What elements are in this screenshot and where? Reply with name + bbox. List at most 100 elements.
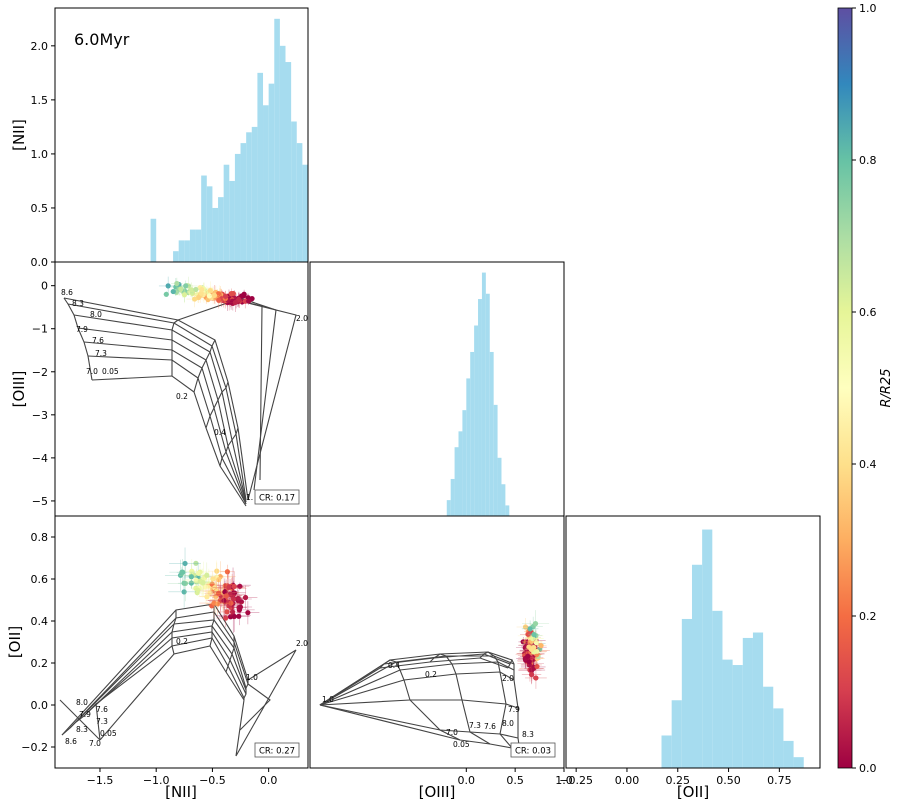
y-tick-label: 0.0 xyxy=(31,699,49,712)
hist-bar xyxy=(201,175,207,262)
grid-label: 8.0 xyxy=(76,698,88,707)
data-point xyxy=(526,644,532,650)
data-point xyxy=(528,671,535,678)
data-point xyxy=(192,296,198,302)
x-tick-label: 0.5 xyxy=(506,774,524,787)
oii-ylabel: [OII] xyxy=(6,626,24,658)
data-point xyxy=(235,595,241,602)
hist-bar xyxy=(251,126,258,262)
grid-label: 1. xyxy=(246,493,253,502)
y-tick-label: 0 xyxy=(41,280,48,293)
hist-bar xyxy=(470,351,475,516)
y-tick-label: −5 xyxy=(32,495,48,508)
data-point xyxy=(163,291,169,297)
colorbar-tick-label: 1.0 xyxy=(859,2,877,15)
hist-bar xyxy=(493,404,498,516)
hist-bar xyxy=(466,378,471,516)
hist-bar xyxy=(462,410,467,516)
data-point xyxy=(236,613,242,619)
data-point xyxy=(181,589,187,595)
data-point xyxy=(538,642,544,649)
data-point xyxy=(199,286,205,293)
data-point xyxy=(214,568,220,574)
grid-label: 0.4 xyxy=(388,661,400,670)
grid-label: 7.3 xyxy=(95,349,107,358)
hist-bar xyxy=(450,478,455,516)
hist-bar xyxy=(223,164,230,262)
hist-bar xyxy=(793,757,804,768)
data-point xyxy=(215,291,222,297)
hist-bar xyxy=(783,740,794,768)
grid-label: 2.0 xyxy=(296,314,308,323)
hist-bar xyxy=(446,500,451,516)
cr-box-d: CR: 0.27 xyxy=(254,742,300,758)
y-tick-label: 0.4 xyxy=(31,615,49,628)
data-point xyxy=(230,290,236,297)
data-point xyxy=(527,626,533,632)
hist-bar xyxy=(497,457,502,516)
grid-label: 8.6 xyxy=(65,737,77,746)
data-point xyxy=(224,569,231,575)
data-point xyxy=(209,581,215,587)
grid-label: 1.0 xyxy=(322,695,334,704)
data-point xyxy=(210,576,216,582)
photoionization-grid xyxy=(63,297,297,507)
y-tick-label: 0.0 xyxy=(31,256,49,269)
data-point xyxy=(223,593,229,599)
data-point xyxy=(188,287,194,293)
data-point xyxy=(179,569,186,575)
oii-xlabel: [OII] xyxy=(677,783,709,801)
hist-bar xyxy=(681,618,692,768)
grid-label: 0.2 xyxy=(176,637,188,646)
y-tick-label: −1 xyxy=(32,323,48,336)
hist-bar xyxy=(325,251,331,262)
x-tick-label: −1.5 xyxy=(87,774,114,787)
hist-bar xyxy=(234,153,241,262)
grid-label: 7.3 xyxy=(96,717,108,726)
grid-label: 7.6 xyxy=(92,336,104,345)
hist-bar xyxy=(319,235,325,262)
data-point xyxy=(200,580,206,586)
panel-nii-oii: 8.0 7.9 8.3 7.6 7.3 8.6 7.0 0.05 0.2 1.0… xyxy=(6,515,309,801)
grid-label: 8.6 xyxy=(61,288,73,297)
hist-bar xyxy=(505,505,510,516)
x-tick-label: 0.0 xyxy=(260,774,278,787)
panel-oiii-oii: 7.0 7.3 7.6 8.0 7.9 8.3 1.0 0.4 0.2 0.05… xyxy=(309,515,573,801)
oiii-xlabel: [OIII] xyxy=(419,783,456,801)
grid-label: 7.6 xyxy=(484,722,496,731)
grid-label: 0.2 xyxy=(176,392,188,401)
x-tick-label: 0.50 xyxy=(716,774,741,787)
grid-label: 8.3 xyxy=(76,725,88,734)
grid-label: 0.05 xyxy=(100,729,117,738)
data-point xyxy=(216,577,222,583)
data-point xyxy=(241,291,247,297)
data-point xyxy=(181,292,188,298)
hist-bar xyxy=(671,700,682,768)
x-tick-label: −0.25 xyxy=(559,774,593,787)
data-point xyxy=(230,596,237,602)
grid-label: 7.6 xyxy=(96,705,108,714)
hist-bar xyxy=(263,105,269,262)
grid-label: 0.4 xyxy=(214,428,226,437)
data-point xyxy=(532,621,539,627)
data-point xyxy=(174,280,180,287)
hist-bar xyxy=(291,121,297,262)
data-point xyxy=(182,560,188,567)
grid-label: 8.0 xyxy=(502,719,514,728)
hist-bar xyxy=(206,186,213,262)
x-tick-label: −1.0 xyxy=(143,774,170,787)
hist-bar xyxy=(274,18,280,262)
data-point xyxy=(189,568,195,574)
data-point xyxy=(223,615,229,621)
nii-xlabel: [NII] xyxy=(165,783,197,801)
x-tick-label: 0.00 xyxy=(615,774,640,787)
hist-bar xyxy=(150,218,157,262)
data-point xyxy=(238,599,245,605)
y-tick-label: 0.8 xyxy=(31,531,49,544)
data-point xyxy=(196,570,202,576)
grid-label: 2.0 xyxy=(296,639,308,648)
data-point xyxy=(533,640,539,646)
grid-label: 7.9 xyxy=(76,325,88,334)
grid-label: 7.0 xyxy=(89,739,101,748)
